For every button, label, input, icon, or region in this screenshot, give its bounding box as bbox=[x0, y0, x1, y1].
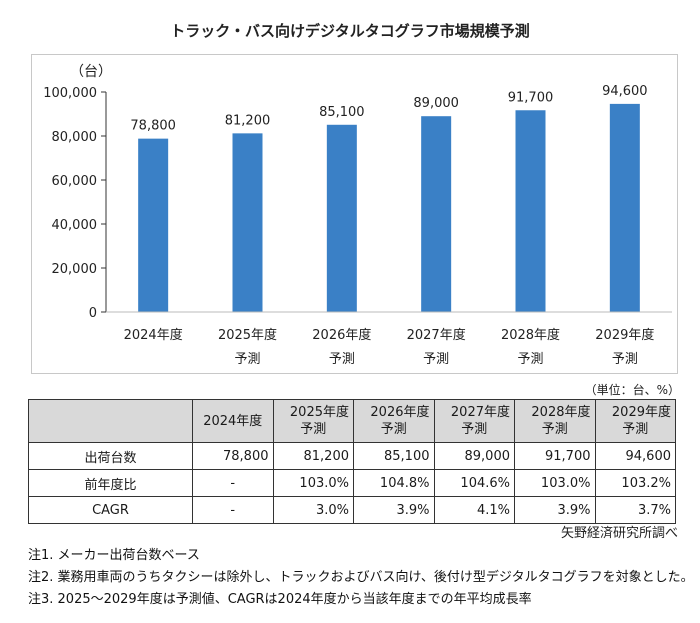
x-category-label: 2029年度 bbox=[595, 327, 654, 343]
table-cell: 85,100 bbox=[353, 442, 435, 470]
table-cell: - bbox=[192, 496, 274, 524]
x-category-sublabel: 予測 bbox=[517, 352, 543, 367]
table-cell: 104.6% bbox=[433, 469, 515, 497]
bars-group: 78,800 81,200 85,100 89,000 91,700 94,600 bbox=[130, 84, 648, 312]
y-axis: 0 20,000 40,000 60,000 80,000 100,000 bbox=[43, 86, 107, 321]
table-cell: 91,700 bbox=[514, 442, 596, 470]
x-category-label: 2026年度 bbox=[312, 327, 371, 343]
table-cell: 3.0% bbox=[272, 496, 354, 524]
data-label: 91,700 bbox=[508, 90, 554, 105]
table-header-row: 2024年度 2025年度 予測 2026年度 予測 2027年度 予測 2028年度… bbox=[28, 399, 676, 443]
table-header-2029: 2029年度 予測 bbox=[594, 399, 676, 443]
data-label: 85,100 bbox=[319, 105, 365, 120]
table-cell: 89,000 bbox=[433, 442, 515, 470]
table-cell: 3.9% bbox=[353, 496, 435, 524]
data-label: 78,800 bbox=[130, 119, 176, 134]
data-label: 81,200 bbox=[225, 113, 271, 128]
chart-area: （台） 0 20,000 40,000 60,000 80,000 100,000 78,… bbox=[31, 54, 678, 374]
x-category-sublabel: 予測 bbox=[423, 352, 449, 367]
table-corner-cell bbox=[28, 399, 193, 443]
note-2: 注2. 業務用車両のうちタクシーは除外し、トラックおよびバス向け、後付け型デジタ… bbox=[28, 570, 694, 585]
table-row-yoy: 前年度比 - 103.0% 104.8% 104.6% 103.0% 103.2… bbox=[28, 469, 676, 497]
chart-title: トラック・バス向けデジタルタコグラフ市場規模予測 bbox=[170, 22, 530, 40]
bar bbox=[232, 133, 263, 312]
table-header-2024: 2024年度 bbox=[192, 399, 274, 443]
table-cell: - bbox=[192, 469, 274, 497]
bar bbox=[421, 116, 452, 312]
source-credit: 矢野経済研究所調べ bbox=[560, 526, 678, 541]
row-label: 前年度比 bbox=[28, 469, 193, 497]
x-category-sublabel: 予測 bbox=[329, 352, 355, 367]
table-cell: 103.0% bbox=[514, 469, 596, 497]
table-header-2026: 2026年度 予測 bbox=[353, 399, 435, 443]
table-header-2027: 2027年度 予測 bbox=[433, 399, 515, 443]
y-tick-label: 80,000 bbox=[52, 130, 98, 145]
x-category-sublabel: 予測 bbox=[612, 352, 638, 367]
note-1: 注1. メーカー出荷台数ベース bbox=[28, 548, 200, 563]
table-header-2028: 2028年度 予測 bbox=[514, 399, 596, 443]
y-tick-label: 20,000 bbox=[52, 262, 98, 277]
note-3: 注3. 2025～2029年度は予測値、CAGRは2024年度から当該年度までの… bbox=[28, 592, 532, 607]
x-category-label: 2027年度 bbox=[407, 327, 466, 343]
x-category-sublabel: 予測 bbox=[234, 352, 260, 367]
notes: 注1. メーカー出荷台数ベース 注2. 業務用車両のうちタクシーは除外し、トラッ… bbox=[28, 545, 694, 611]
bar bbox=[138, 138, 169, 312]
bar bbox=[609, 103, 640, 312]
data-label: 94,600 bbox=[602, 84, 648, 99]
table-cell: 78,800 bbox=[192, 442, 274, 470]
x-category-label: 2025年度 bbox=[218, 327, 277, 343]
y-tick-label: 100,000 bbox=[43, 86, 97, 101]
table-cell: 104.8% bbox=[353, 469, 435, 497]
table-cell: 4.1% bbox=[433, 496, 515, 524]
y-axis-unit-label: （台） bbox=[70, 64, 112, 80]
table-cell: 3.7% bbox=[594, 496, 676, 524]
data-label: 89,000 bbox=[413, 96, 459, 111]
row-label: 出荷台数 bbox=[28, 442, 193, 470]
bar-chart: （台） 0 20,000 40,000 60,000 80,000 100,000 78,… bbox=[43, 64, 672, 367]
bar bbox=[326, 124, 357, 312]
y-tick-label: 40,000 bbox=[52, 218, 98, 233]
table-unit-note: （単位：台、%） bbox=[584, 383, 680, 397]
table-cell: 94,600 bbox=[594, 442, 676, 470]
table-cell: 103.0% bbox=[272, 469, 354, 497]
row-label: CAGR bbox=[28, 496, 193, 524]
data-table: 2024年度 2025年度 予測 2026年度 予測 2027年度 予測 2028年度… bbox=[28, 399, 676, 524]
y-tick-label: 60,000 bbox=[52, 174, 98, 189]
x-category-label: 2028年度 bbox=[501, 327, 560, 343]
x-category-label: 2024年度 bbox=[124, 327, 183, 343]
y-tick-label: 0 bbox=[89, 306, 97, 321]
table-cell: 81,200 bbox=[272, 442, 354, 470]
table-row-shipments: 出荷台数 78,800 81,200 85,100 89,000 91,700 … bbox=[28, 442, 676, 470]
table-row-cagr: CAGR - 3.0% 3.9% 4.1% 3.9% 3.7% bbox=[28, 496, 676, 524]
table-header-2025: 2025年度 予測 bbox=[272, 399, 354, 443]
table-cell: 103.2% bbox=[594, 469, 676, 497]
bar bbox=[515, 110, 546, 312]
table-cell: 3.9% bbox=[514, 496, 596, 524]
x-axis: 2024年度 2025年度予測2026年度予測2027年度予測2028年度予測20… bbox=[106, 311, 672, 367]
